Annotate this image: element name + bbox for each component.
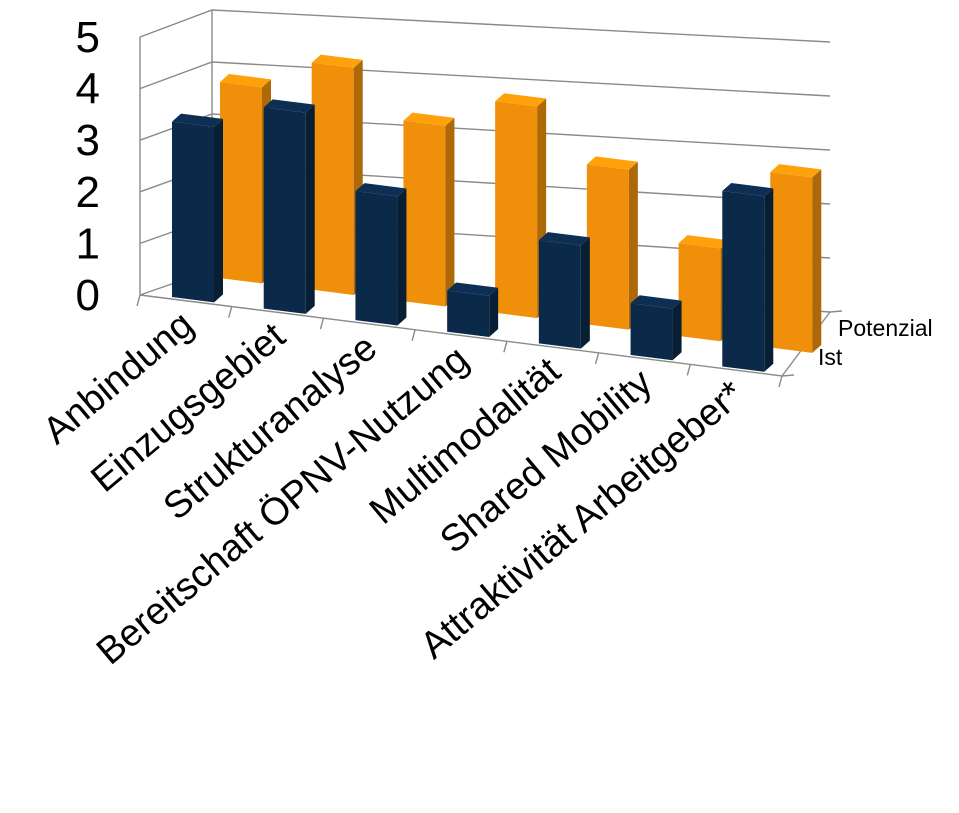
- bar-face: [722, 191, 765, 372]
- bar-top: [220, 74, 271, 88]
- bar-ist-3: [447, 282, 499, 338]
- bar-side: [489, 287, 499, 338]
- x-tick-mark: [411, 329, 416, 341]
- bar-top: [538, 232, 590, 246]
- bar-potenzial-5: [678, 235, 730, 342]
- gridline-5: [139, 9, 831, 43]
- bar-side: [764, 188, 774, 372]
- x-tick-mark: [228, 306, 233, 318]
- depth-tick-mark: [781, 374, 795, 377]
- bar-side: [445, 117, 455, 307]
- bar-ist-4: [538, 232, 590, 349]
- series-label-potenzial: Potenzial: [838, 315, 933, 341]
- series-labels: Potenzial Ist: [818, 315, 933, 370]
- bar-face: [770, 172, 813, 353]
- x-tick-mark: [319, 317, 325, 330]
- bar-top: [311, 54, 363, 68]
- bar-top: [403, 112, 455, 126]
- bar-ist-6: [722, 183, 774, 372]
- bar-potenzial-2: [403, 112, 455, 307]
- bar-side: [580, 237, 590, 349]
- bar-top: [770, 164, 822, 178]
- bar-side: [305, 104, 315, 314]
- bar-ist-2: [355, 183, 407, 326]
- y-tick-label: 5: [76, 13, 100, 62]
- y-tick-label: 0: [76, 271, 100, 320]
- x-tick-mark: [136, 294, 141, 307]
- y-tick-label: 4: [76, 65, 100, 114]
- y-tick-label: 2: [76, 168, 100, 217]
- bar-potenzial-0: [220, 74, 271, 284]
- bar-side: [397, 188, 407, 326]
- bar-ist-1: [263, 99, 315, 314]
- bar-face: [172, 121, 214, 303]
- bar-potenzial-3: [495, 93, 547, 319]
- bar-top: [678, 235, 730, 249]
- bars: [172, 54, 822, 372]
- bar-side: [628, 161, 638, 330]
- x-tick-mark: [503, 341, 508, 353]
- bar-face: [678, 243, 721, 342]
- bar-face: [355, 191, 398, 326]
- bar-face: [311, 62, 354, 295]
- bar-side: [214, 118, 223, 303]
- bar-ist-0: [172, 113, 223, 303]
- series-label-ist: Ist: [818, 344, 843, 370]
- bar-ist-5: [630, 295, 682, 361]
- bar-top: [355, 183, 407, 197]
- bar-top: [495, 93, 547, 107]
- depth-tick-mark: [829, 310, 843, 313]
- bar-top: [630, 295, 682, 309]
- bar-side: [812, 169, 822, 353]
- bar-face: [447, 290, 490, 338]
- y-tick-label: 3: [76, 116, 100, 165]
- bar-potenzial-6: [770, 164, 822, 353]
- bar-face: [630, 303, 673, 361]
- bar-face: [403, 120, 446, 307]
- bar-top: [263, 99, 315, 113]
- bar-potenzial-4: [586, 156, 638, 330]
- bar-top: [172, 113, 223, 127]
- y-tick-label: 1: [76, 219, 100, 268]
- bar-face: [263, 107, 306, 314]
- bar-face: [538, 240, 581, 349]
- x-tick-mark: [686, 364, 691, 376]
- bar-potenzial-1: [311, 54, 363, 295]
- x-tick-mark: [594, 352, 600, 365]
- bar-face: [586, 164, 629, 330]
- bar-top: [722, 183, 774, 197]
- bar-top: [447, 282, 499, 296]
- bar-face: [495, 101, 538, 319]
- bar-face: [220, 82, 262, 284]
- x-tick-mark: [778, 375, 783, 388]
- bar-top: [586, 156, 638, 170]
- bar-side: [672, 300, 682, 361]
